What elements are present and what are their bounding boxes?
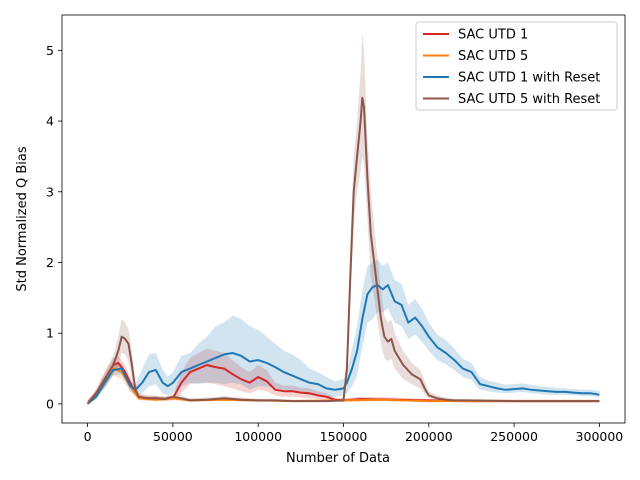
x-axis-label: Number of Data — [286, 451, 390, 466]
legend-label-3: SAC UTD 1 with Reset — [458, 71, 600, 86]
line-series-4 — [86, 96, 600, 405]
y-tick-label: 3 — [46, 184, 54, 199]
legend-label-4: SAC UTD 5 with Reset — [458, 92, 600, 107]
legend-box — [415, 21, 618, 111]
band-series-2 — [87, 361, 600, 404]
line-series-3 — [86, 284, 600, 405]
x-axis-ticks: 0 50000 100000 150000 200000 250000 300000 — [84, 423, 624, 444]
legend-label-2: SAC UTD 5 — [458, 49, 528, 64]
y-tick-label: 1 — [46, 326, 54, 341]
y-axis-ticks: 0 1 2 3 4 5 — [46, 43, 62, 411]
legend: SAC UTD 1 SAC UTD 5 SAC UTD 1 with Reset SA… — [415, 21, 618, 111]
x-tick-label: 100000 — [234, 429, 282, 444]
y-axis-label: Std Normalized Q Bias — [15, 146, 30, 291]
series-lines — [86, 96, 600, 405]
y-tick-label: 2 — [46, 255, 54, 270]
x-tick-label: 0 — [84, 429, 92, 444]
y-tick-label: 0 — [46, 396, 54, 411]
band-series-1 — [87, 348, 600, 404]
x-tick-label: 200000 — [405, 429, 453, 444]
x-tick-label: 50000 — [153, 429, 193, 444]
legend-label-1: SAC UTD 1 — [458, 28, 528, 43]
y-tick-label: 5 — [46, 43, 54, 58]
x-tick-label: 250000 — [490, 429, 538, 444]
band-series-3 — [87, 259, 600, 404]
y-tick-label: 4 — [46, 114, 54, 129]
x-tick-label: 300000 — [576, 429, 624, 444]
x-tick-label: 150000 — [320, 429, 368, 444]
